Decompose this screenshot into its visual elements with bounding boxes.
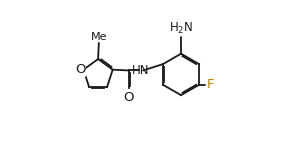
Text: O: O (75, 63, 85, 76)
Text: HN: HN (132, 64, 150, 77)
Text: H$_2$N: H$_2$N (169, 20, 193, 35)
Text: O: O (123, 91, 134, 104)
Text: Me: Me (91, 32, 107, 42)
Text: F: F (206, 78, 214, 91)
